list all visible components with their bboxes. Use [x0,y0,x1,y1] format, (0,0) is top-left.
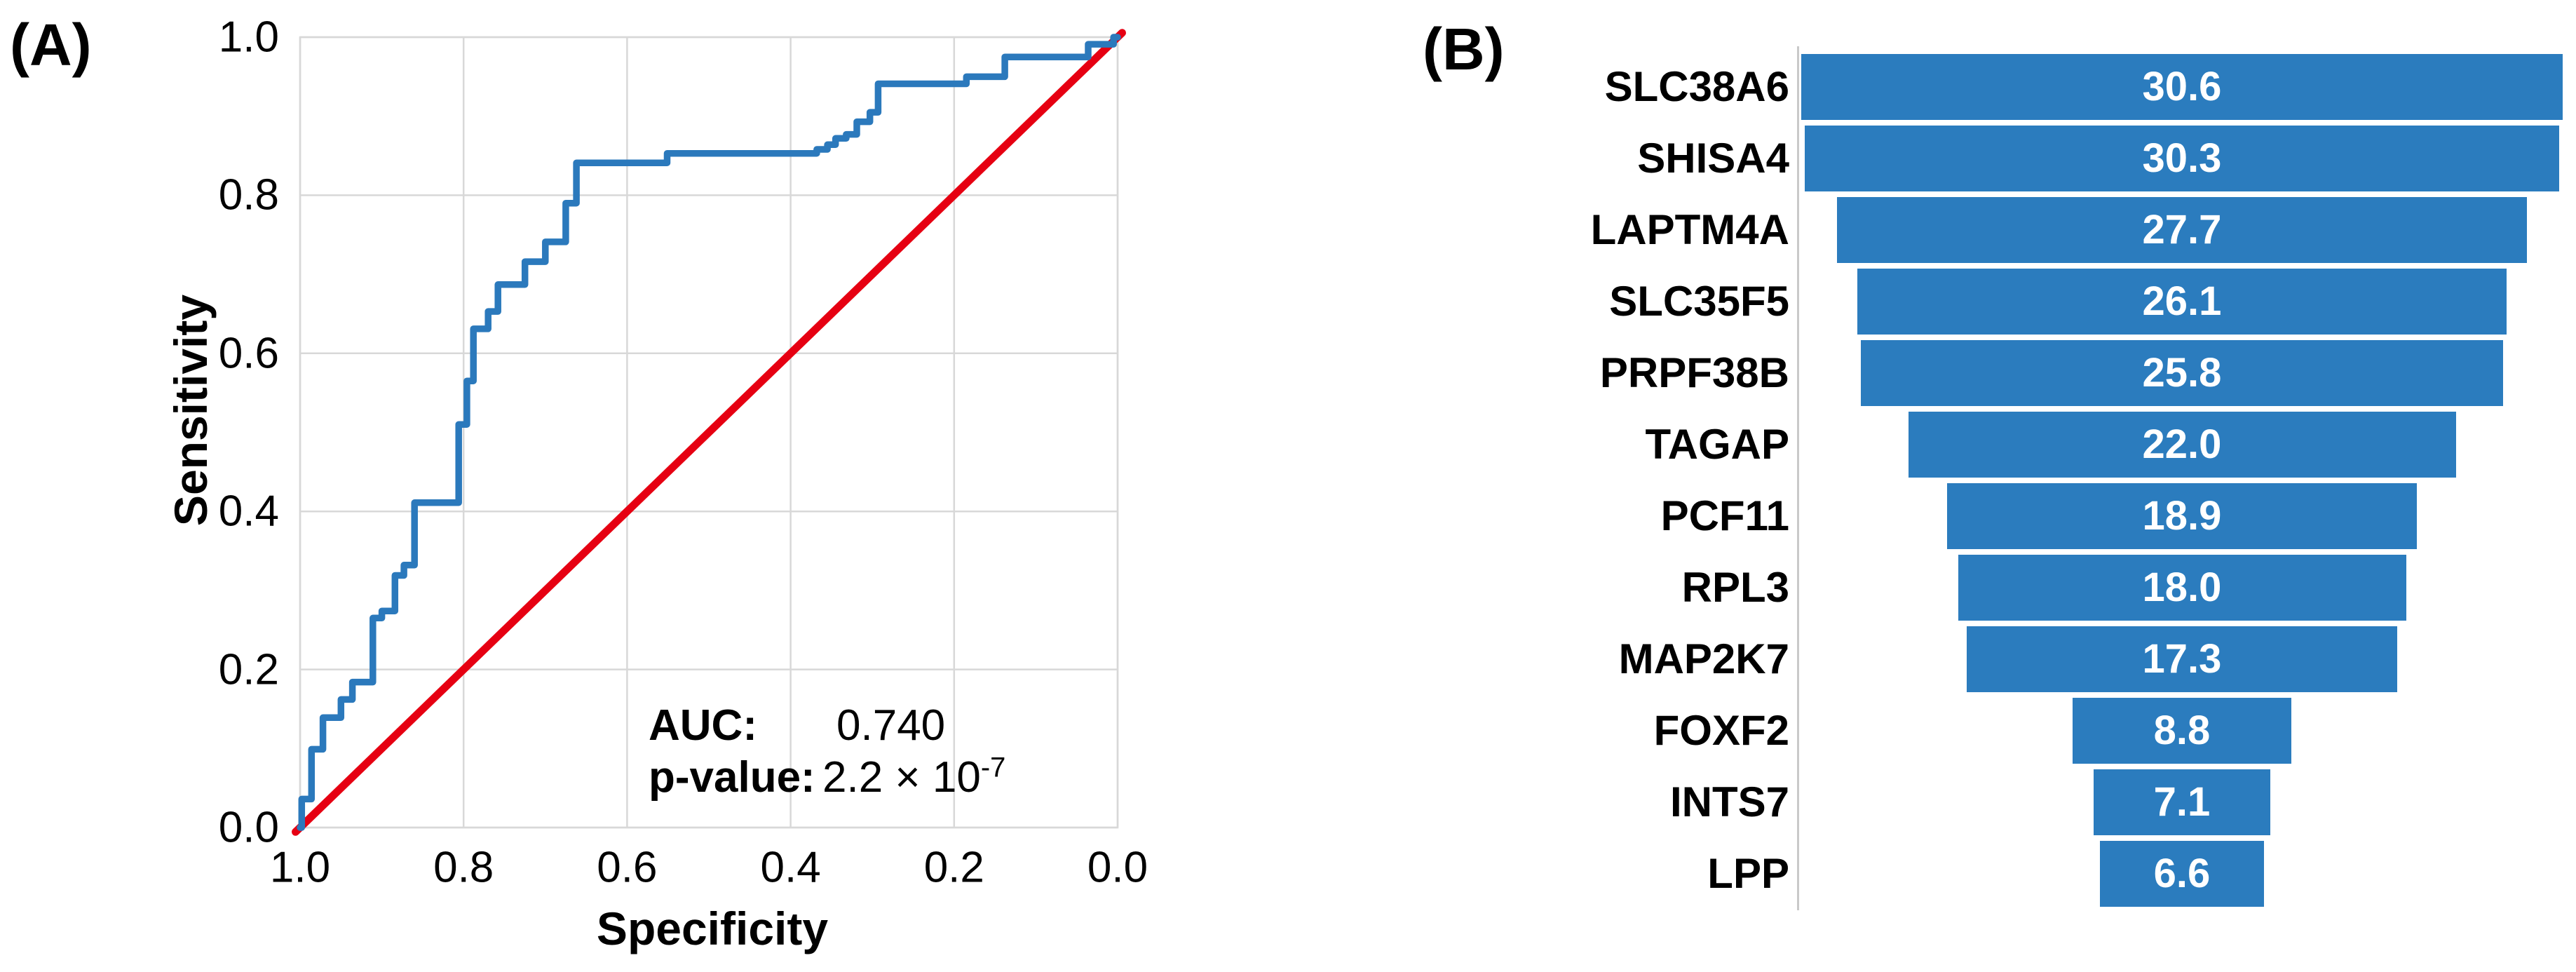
bar-pcf11: 18.9 [1946,482,2418,549]
bar-map2k7: 17.3 [1966,626,2398,692]
bar-lpp: 6.6 [2099,840,2265,907]
bar-slc38a6: 30.6 [1801,53,2563,120]
x-axis-tick-label: 0.0 [1087,843,1148,892]
bar-value-label: 27.7 [2142,207,2222,252]
auc-value: 0.740 [836,701,946,750]
bar-rpl3: 18.0 [1958,554,2406,621]
gene-label-laptm4a: LAPTM4A [1590,206,1789,253]
bar-value-label: 18.0 [2142,565,2222,610]
gene-label-prpf38b: PRPF38B [1599,349,1789,396]
bar-chart-axis-line [1797,46,1799,910]
bar-tagap: 22.0 [1908,411,2456,478]
bar-value-label: 26.1 [2142,278,2222,324]
x-axis-tick-label: 1.0 [269,843,331,892]
gene-label-rpl3: RPL3 [1681,564,1789,611]
y-axis-tick-label: 0.8 [218,170,279,220]
x-axis-tick-label: 0.2 [923,843,984,892]
x-axis-tick-label: 0.8 [433,843,494,892]
bar-value-label: 7.1 [2153,779,2211,825]
plot-border [299,36,1119,829]
gene-label-lpp: LPP [1707,850,1789,897]
bar-prpf38b: 25.8 [1861,339,2503,406]
gene-label-pcf11: PCF11 [1660,492,1789,539]
gene-label-slc38a6: SLC38A6 [1604,63,1789,110]
gene-label-shisa4: SHISA4 [1637,135,1789,182]
bar-value-label: 18.9 [2142,493,2222,539]
bar-foxf2: 8.8 [2072,697,2292,764]
p-value-base: 2.2 × 10 [822,753,981,802]
y-axis-tick-label: 0.6 [218,329,279,378]
panel-a-label: (A) [10,12,92,78]
x-axis-tick-label: 0.4 [760,843,821,892]
bar-value-label: 6.6 [2153,851,2211,896]
auc-label: AUC: [649,701,757,750]
bar-shisa4: 30.3 [1805,125,2559,191]
x-axis-title: Specificity [596,903,829,954]
x-axis-tick-label: 0.6 [597,843,658,892]
gene-label-tagap: TAGAP [1645,421,1789,468]
bar-value-label: 25.8 [2142,350,2222,396]
y-axis-tick-label: 1.0 [218,13,279,62]
bar-value-label: 30.3 [2142,135,2222,181]
bar-value-label: 30.6 [2142,64,2222,109]
panel-b-label: (B) [1423,16,1505,82]
bar-laptm4a: 27.7 [1837,196,2527,263]
bar-slc35f5: 26.1 [1857,268,2507,335]
reference-diagonal-line [292,29,1126,836]
y-axis-tick-label: 0.4 [218,487,279,536]
bar-value-label: 22.0 [2142,421,2222,467]
p-value-label: p-value: [649,753,815,802]
y-axis-tick-label: 0.2 [218,645,279,694]
gene-label-ints7: INTS7 [1669,778,1789,825]
gene-label-slc35f5: SLC35F5 [1609,278,1789,325]
bar-value-label: 17.3 [2142,636,2222,682]
bar-ints7: 7.1 [2093,769,2271,835]
p-value-exponent: -7 [980,752,1006,783]
p-value-text: 2.2 × 10-7 [822,752,1005,802]
roc-curve [297,34,1121,831]
roc-chart [292,29,1126,836]
bar-value-label: 8.8 [2153,708,2211,753]
gene-label-foxf2: FOXF2 [1653,707,1789,754]
gene-label-map2k7: MAP2K7 [1618,635,1789,682]
y-axis-tick-label: 0.0 [218,803,279,852]
